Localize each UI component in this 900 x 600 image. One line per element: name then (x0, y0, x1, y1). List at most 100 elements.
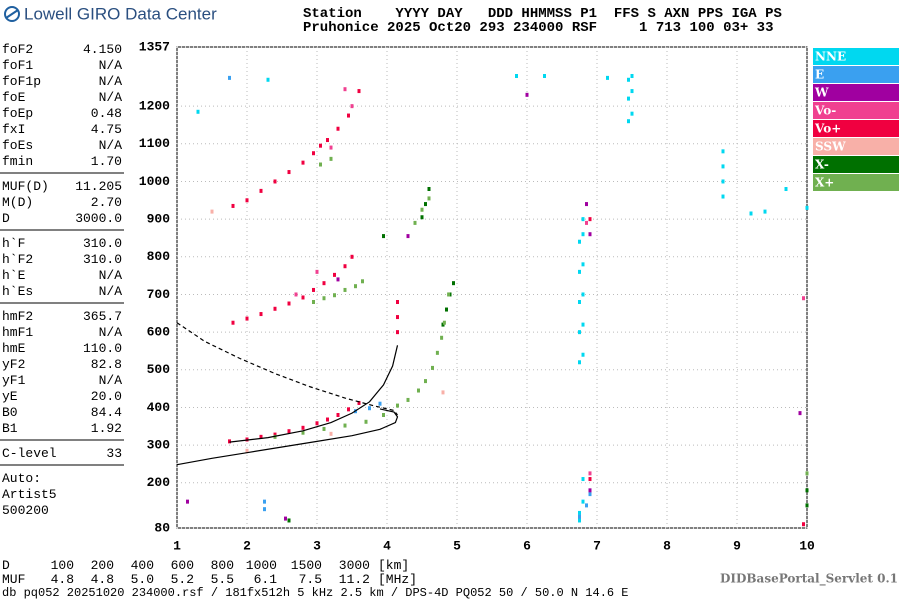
param-value: 3000.0 (75, 211, 122, 226)
echo (588, 232, 592, 237)
header-row: Station YYYY DAY DDD HHMMSS P1 FFS S AXN… (303, 6, 782, 22)
profile-curve (229, 345, 399, 443)
auto-text: 500200 (2, 503, 49, 518)
echo (312, 300, 315, 305)
y-tick-label: 900 (147, 212, 171, 227)
echo (284, 516, 287, 521)
table-label: MUF (2, 572, 26, 587)
echo (396, 330, 399, 335)
y-tick-label: 400 (147, 400, 171, 415)
param-name: M(D) (2, 195, 34, 210)
echo (581, 292, 585, 297)
param-name: foF2 (2, 42, 34, 57)
y-tick-label: 300 (147, 438, 171, 453)
echo (343, 87, 347, 92)
echo (350, 104, 354, 109)
echo (336, 413, 340, 418)
echo (336, 126, 340, 131)
param-name: hmF2 (2, 309, 34, 324)
echo (581, 217, 585, 222)
y-tick-label: 1000 (139, 174, 170, 189)
y-tick-label: 80 (154, 520, 170, 535)
echo (245, 316, 249, 321)
echo (581, 262, 585, 267)
echo (435, 350, 439, 355)
echo (802, 296, 805, 301)
echo (417, 388, 420, 393)
echo (578, 239, 581, 244)
param-name: fmin (2, 154, 34, 169)
param-name: B1 (2, 421, 18, 436)
echo (585, 202, 588, 207)
table-cell: 200 (90, 558, 114, 573)
x-tick-label: 7 (593, 538, 601, 553)
table-unit: [km] (378, 558, 410, 573)
table-cell: 1500 (290, 558, 322, 573)
echo (333, 272, 336, 277)
param-value: 82.8 (90, 357, 122, 372)
echo (259, 434, 263, 439)
legend-label: Vo+ (814, 122, 841, 136)
echo (273, 306, 277, 311)
echo (347, 407, 350, 412)
echo (357, 400, 361, 405)
echo (581, 322, 585, 327)
echo (396, 403, 399, 408)
param-value: N/A (98, 268, 122, 283)
echo (312, 151, 315, 156)
echo (361, 279, 364, 284)
y-tick-label: 600 (147, 325, 171, 340)
echo (196, 109, 200, 114)
echo (287, 518, 291, 523)
x-tick-label: 8 (663, 538, 671, 553)
echo (588, 477, 592, 482)
auto-text: Artist5 (2, 487, 57, 502)
param-value: 1.70 (90, 154, 122, 169)
legend-label: SSW (815, 140, 846, 154)
echo (627, 96, 630, 101)
param-name: h`Es (2, 284, 34, 299)
echo (630, 74, 634, 79)
echo (378, 401, 382, 406)
param-value: N/A (98, 373, 122, 388)
echo (322, 296, 326, 301)
echo (445, 307, 448, 312)
echo (231, 203, 235, 208)
echo (798, 411, 802, 416)
param-value: 0.48 (90, 106, 122, 121)
param-name: foEp (2, 106, 34, 121)
echo (452, 281, 455, 286)
echo (447, 292, 451, 297)
legend-swatch (813, 174, 899, 191)
param-name: h`F2 (2, 252, 34, 267)
legend-label: X+ (815, 176, 834, 190)
echo (420, 207, 424, 212)
table-unit: [MHz] (378, 572, 418, 587)
echo (315, 269, 319, 274)
echo (585, 503, 588, 508)
y-tick-label: 800 (147, 249, 171, 264)
echo (515, 74, 518, 79)
echo (382, 234, 385, 239)
echo (259, 312, 263, 317)
echo (630, 89, 634, 94)
echo (301, 295, 305, 300)
table-cell: 5.0 (130, 572, 154, 587)
x-tick-label: 1 (173, 538, 181, 553)
echo (263, 507, 266, 512)
param-value: 4.75 (90, 122, 122, 137)
echo (588, 217, 592, 222)
param-name: hmF1 (2, 325, 34, 340)
param-value: N/A (98, 74, 122, 89)
table-cell: 11.2 (338, 572, 370, 587)
x-tick-label: 6 (523, 538, 531, 553)
echo (406, 234, 410, 239)
x-tick-label: 4 (383, 538, 391, 553)
x-tick-label: 9 (733, 538, 741, 553)
x-tick-label: 10 (799, 538, 815, 553)
param-value: 2.70 (90, 195, 122, 210)
echo (721, 194, 725, 199)
param-value: 365.7 (82, 309, 122, 324)
param-value: 310.0 (82, 236, 122, 251)
param-name: foEs (2, 138, 34, 153)
